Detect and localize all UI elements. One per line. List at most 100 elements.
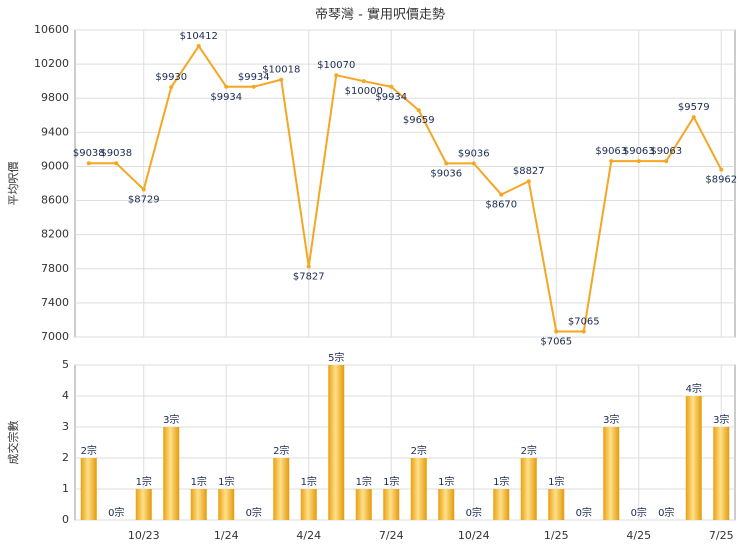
bar bbox=[685, 396, 702, 520]
value-label: 1宗 bbox=[383, 475, 399, 488]
point bbox=[691, 115, 696, 120]
bar bbox=[218, 489, 235, 520]
bar bbox=[548, 489, 565, 520]
value-label: $9063 bbox=[595, 146, 627, 157]
point bbox=[306, 264, 311, 269]
bar bbox=[163, 427, 180, 520]
y-tick-label: 7800 bbox=[41, 262, 69, 275]
value-label: 0宗 bbox=[658, 506, 674, 519]
value-label: $10412 bbox=[180, 31, 218, 42]
value-label: $10000 bbox=[345, 86, 383, 97]
point bbox=[224, 84, 229, 89]
bar bbox=[80, 458, 97, 520]
value-label: 0宗 bbox=[108, 506, 124, 519]
bar bbox=[603, 427, 620, 520]
bar bbox=[438, 489, 455, 520]
value-label: $8670 bbox=[485, 200, 517, 211]
y-tick-label: 7400 bbox=[41, 296, 69, 309]
y-tick-label: 9400 bbox=[41, 125, 69, 138]
point bbox=[664, 159, 669, 164]
bar bbox=[410, 458, 427, 520]
x-tick-label: 7/24 bbox=[379, 529, 404, 542]
value-label: 1宗 bbox=[493, 475, 509, 488]
bar bbox=[355, 489, 372, 520]
value-label: 1宗 bbox=[136, 475, 152, 488]
x-tick-label: 10/23 bbox=[128, 529, 160, 542]
value-label: 3宗 bbox=[163, 413, 179, 426]
point bbox=[526, 179, 531, 184]
value-label: 3宗 bbox=[603, 413, 619, 426]
point bbox=[169, 85, 174, 90]
y-tick-label: 5 bbox=[62, 358, 69, 371]
y-tick-label: 3 bbox=[62, 420, 69, 433]
point bbox=[196, 44, 201, 49]
y-tick-label: 1 bbox=[62, 482, 69, 495]
bar bbox=[520, 458, 537, 520]
value-label: $9036 bbox=[430, 168, 462, 179]
y-axis-label: 平均呎價 bbox=[6, 162, 20, 206]
value-label: $9934 bbox=[238, 72, 270, 83]
value-label: $8962 bbox=[705, 175, 737, 186]
value-label: $7827 bbox=[293, 271, 325, 282]
x-tick-label: 7/25 bbox=[709, 529, 734, 542]
point bbox=[471, 161, 476, 166]
y-tick-label: 8200 bbox=[41, 228, 69, 241]
value-label: $9934 bbox=[210, 92, 242, 103]
x-tick-label: 4/25 bbox=[626, 529, 651, 542]
value-label: 3宗 bbox=[713, 413, 729, 426]
bar bbox=[135, 489, 152, 520]
value-label: 2宗 bbox=[273, 444, 289, 457]
value-label: 4宗 bbox=[686, 382, 702, 395]
value-label: $9038 bbox=[73, 148, 105, 159]
y-tick-label: 9000 bbox=[41, 159, 69, 172]
value-label: $9038 bbox=[100, 148, 132, 159]
bar bbox=[493, 489, 510, 520]
x-tick-label: 1/25 bbox=[544, 529, 569, 542]
point bbox=[581, 329, 586, 334]
bar bbox=[190, 489, 207, 520]
value-label: 0宗 bbox=[466, 506, 482, 519]
y-tick-label: 0 bbox=[62, 513, 69, 526]
value-label: $9036 bbox=[458, 148, 490, 159]
value-label: 1宗 bbox=[301, 475, 317, 488]
value-label: $8729 bbox=[128, 195, 160, 206]
point bbox=[141, 187, 146, 192]
y-tick-label: 9800 bbox=[41, 91, 69, 104]
value-label: 0宗 bbox=[631, 506, 647, 519]
point bbox=[609, 159, 614, 164]
value-label: $10070 bbox=[317, 60, 355, 71]
y-tick-label: 7000 bbox=[41, 330, 69, 343]
point bbox=[636, 159, 641, 164]
value-label: 5宗 bbox=[328, 351, 344, 364]
bar bbox=[273, 458, 290, 520]
point bbox=[251, 84, 256, 89]
y-axis-label: 成交宗數 bbox=[6, 421, 20, 465]
bar bbox=[383, 489, 400, 520]
point bbox=[334, 73, 339, 78]
value-label: $9934 bbox=[375, 92, 407, 103]
value-label: 1宗 bbox=[218, 475, 234, 488]
y-tick-label: 4 bbox=[62, 389, 69, 402]
point bbox=[86, 161, 91, 166]
value-label: $10018 bbox=[262, 65, 300, 76]
value-label: 0宗 bbox=[576, 506, 592, 519]
value-label: 1宗 bbox=[191, 475, 207, 488]
chart-title: 帝琴灣 - 實用呎價走勢 bbox=[315, 7, 445, 23]
x-tick-label: 10/24 bbox=[458, 529, 490, 542]
y-tick-label: 8600 bbox=[41, 194, 69, 207]
bar bbox=[713, 427, 730, 520]
value-label: 2宗 bbox=[411, 444, 427, 457]
y-tick-label: 10600 bbox=[34, 23, 69, 36]
value-label: $7065 bbox=[540, 336, 572, 347]
value-label: 2宗 bbox=[81, 444, 97, 457]
point bbox=[361, 79, 366, 84]
value-label: $8827 bbox=[513, 166, 545, 177]
bar bbox=[328, 365, 345, 520]
value-label: $9063 bbox=[623, 146, 655, 157]
line bbox=[88, 44, 723, 333]
value-label: 1宗 bbox=[438, 475, 454, 488]
point bbox=[499, 192, 504, 197]
value-label: $9579 bbox=[678, 102, 710, 113]
value-label: 0宗 bbox=[246, 506, 262, 519]
value-label: 1宗 bbox=[548, 475, 564, 488]
